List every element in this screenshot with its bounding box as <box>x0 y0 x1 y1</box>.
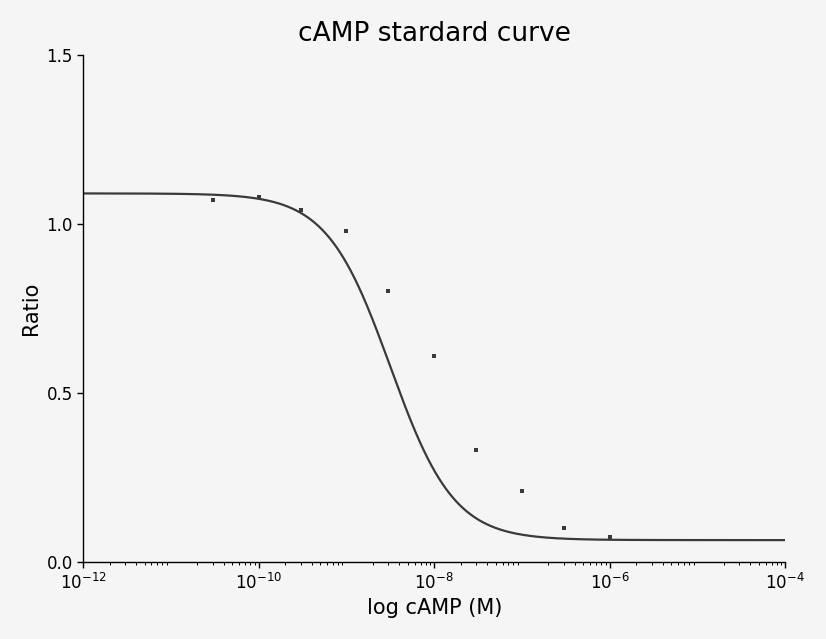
X-axis label: log cAMP (M): log cAMP (M) <box>367 598 502 618</box>
Y-axis label: Ratio: Ratio <box>21 282 40 335</box>
Title: cAMP stardard curve: cAMP stardard curve <box>298 21 571 47</box>
